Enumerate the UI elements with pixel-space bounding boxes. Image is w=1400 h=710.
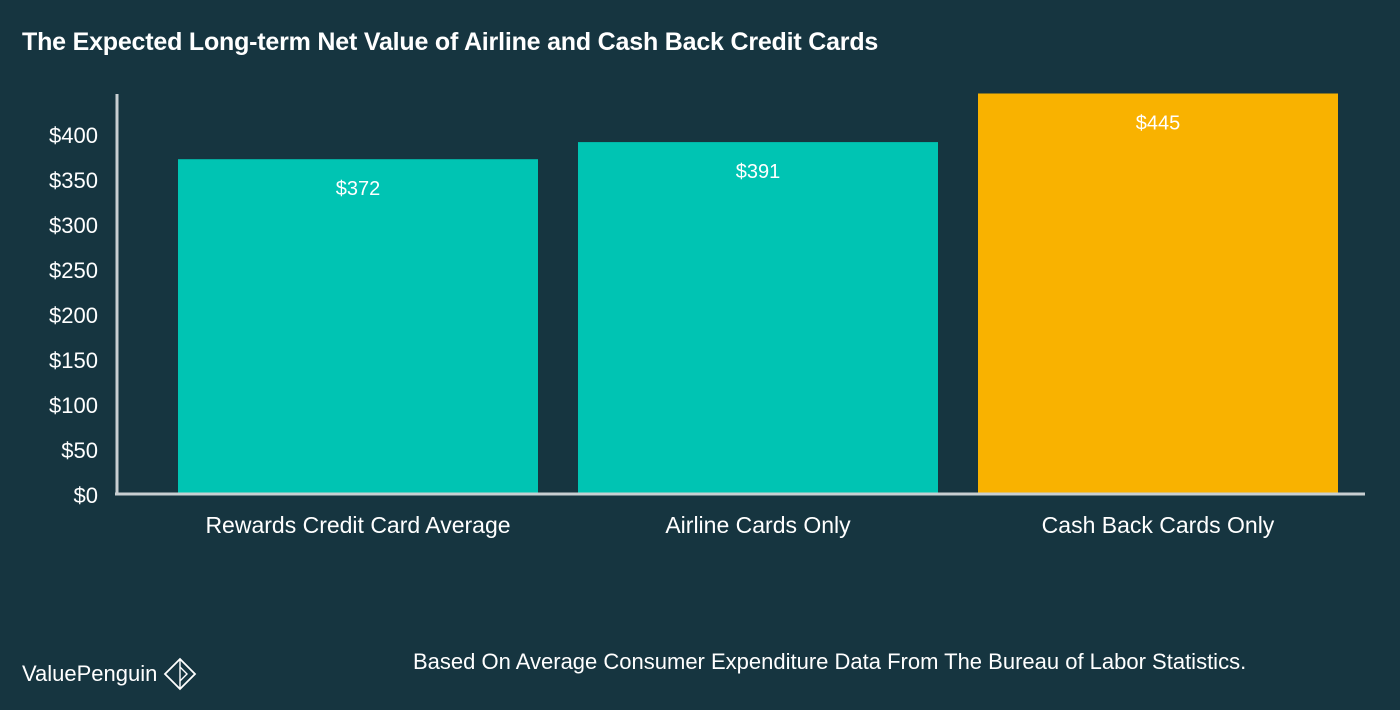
brand-logo: ValuePenguin <box>22 657 197 691</box>
y-tick-label: $0 <box>74 483 98 508</box>
data-label: $391 <box>736 161 781 183</box>
y-tick-label: $100 <box>49 393 98 418</box>
y-tick-label: $150 <box>49 348 98 373</box>
brand-name: ValuePenguin <box>22 661 158 686</box>
data-label: $445 <box>1136 113 1181 135</box>
y-tick-label: $50 <box>61 438 98 463</box>
y-tick-label: $300 <box>49 213 98 238</box>
y-tick-label: $350 <box>49 168 98 193</box>
bar <box>978 93 1338 494</box>
x-tick-label: Rewards Credit Card Average <box>205 512 510 538</box>
x-tick-label: Cash Back Cards Only <box>1042 512 1275 538</box>
bar <box>178 159 538 494</box>
y-tick-label: $250 <box>49 258 98 283</box>
bar-chart: $0 $50 $100 $150 $200 $250 $300 $350 $400 $372 Rew… <box>49 93 1365 538</box>
y-tick-label: $200 <box>49 303 98 328</box>
chart-title: The Expected Long-term Net Value of Airl… <box>22 28 879 56</box>
x-tick-label: Airline Cards Only <box>665 512 851 538</box>
source-footnote: Based On Average Consumer Expenditure Da… <box>413 649 1247 674</box>
y-tick-label: $400 <box>49 123 98 148</box>
data-label: $372 <box>336 178 381 200</box>
penguin-diamond-icon <box>163 657 197 691</box>
bar <box>578 142 938 494</box>
